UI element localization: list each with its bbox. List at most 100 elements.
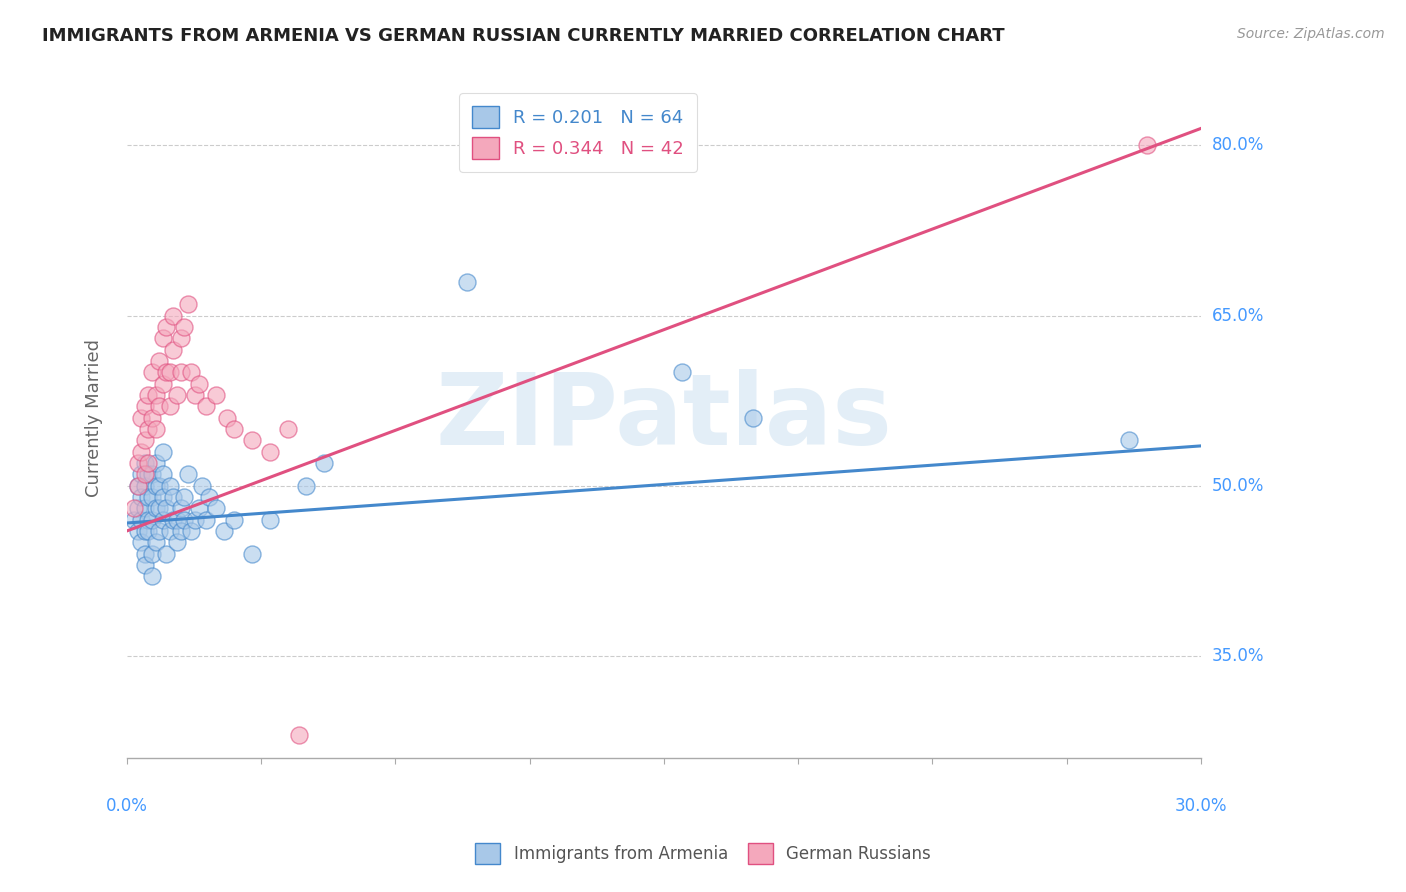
Point: [159, 399, 181, 413]
Point: [134, 467, 156, 482]
Point: [134, 547, 156, 561]
Point: [127, 501, 149, 516]
Point: [212, 524, 235, 538]
Point: [295, 478, 318, 492]
Point: [671, 365, 693, 379]
Point: [134, 501, 156, 516]
Point: [145, 456, 167, 470]
Point: [148, 399, 170, 413]
Point: [169, 501, 191, 516]
Point: [240, 434, 263, 448]
Point: [194, 513, 217, 527]
Text: IMMIGRANTS FROM ARMENIA VS GERMAN RUSSIAN CURRENTLY MARRIED CORRELATION CHART: IMMIGRANTS FROM ARMENIA VS GERMAN RUSSIA…: [42, 27, 1005, 45]
Point: [129, 410, 152, 425]
Point: [134, 558, 156, 572]
Text: ZIPatlas: ZIPatlas: [436, 369, 893, 466]
Point: [180, 365, 202, 379]
Point: [217, 410, 239, 425]
Point: [169, 365, 191, 379]
Point: [122, 513, 145, 527]
Text: 80.0%: 80.0%: [1212, 136, 1264, 154]
Point: [191, 478, 214, 492]
Point: [287, 728, 309, 742]
Point: [159, 478, 181, 492]
Point: [138, 490, 160, 504]
Point: [148, 478, 170, 492]
Point: [205, 501, 228, 516]
Point: [134, 524, 156, 538]
Point: [152, 376, 174, 391]
Point: [187, 501, 209, 516]
Point: [129, 444, 152, 458]
Point: [138, 422, 160, 436]
Point: [134, 478, 156, 492]
Point: [169, 524, 191, 538]
Point: [259, 444, 281, 458]
Point: [152, 490, 174, 504]
Point: [312, 456, 335, 470]
Point: [155, 365, 177, 379]
Point: [162, 513, 184, 527]
Point: [134, 399, 156, 413]
Point: [240, 547, 263, 561]
Point: [129, 535, 152, 549]
Point: [141, 547, 163, 561]
Point: [145, 422, 167, 436]
Point: [187, 376, 209, 391]
Text: 30.0%: 30.0%: [1174, 797, 1227, 814]
Point: [145, 388, 167, 402]
Point: [224, 513, 246, 527]
Point: [155, 319, 177, 334]
Point: [177, 297, 200, 311]
Y-axis label: Currently Married: Currently Married: [86, 339, 103, 497]
Point: [456, 275, 478, 289]
Point: [134, 434, 156, 448]
Point: [127, 478, 149, 492]
Point: [127, 478, 149, 492]
Point: [141, 513, 163, 527]
Point: [138, 513, 160, 527]
Point: [129, 467, 152, 482]
Point: [173, 513, 195, 527]
Point: [152, 444, 174, 458]
Point: [141, 410, 163, 425]
Point: [194, 399, 217, 413]
Point: [173, 319, 195, 334]
Point: [1136, 138, 1159, 153]
Point: [162, 490, 184, 504]
Point: [138, 456, 160, 470]
Point: [138, 467, 160, 482]
Point: [141, 490, 163, 504]
Point: [145, 478, 167, 492]
Point: [141, 467, 163, 482]
Point: [148, 524, 170, 538]
Text: 35.0%: 35.0%: [1212, 647, 1264, 665]
Point: [184, 513, 207, 527]
Point: [155, 547, 177, 561]
Point: [173, 490, 195, 504]
Point: [129, 490, 152, 504]
Point: [177, 467, 200, 482]
Point: [166, 535, 188, 549]
Point: [152, 467, 174, 482]
Point: [141, 569, 163, 583]
Point: [742, 410, 765, 425]
Point: [1118, 434, 1140, 448]
Point: [152, 513, 174, 527]
Point: [145, 501, 167, 516]
Point: [155, 501, 177, 516]
Point: [198, 490, 221, 504]
Point: [180, 524, 202, 538]
Point: [127, 524, 149, 538]
Point: [162, 309, 184, 323]
Point: [141, 365, 163, 379]
Point: [148, 354, 170, 368]
Point: [162, 343, 184, 357]
Legend: R = 0.201   N = 64, R = 0.344   N = 42: R = 0.201 N = 64, R = 0.344 N = 42: [460, 94, 697, 171]
Point: [122, 501, 145, 516]
Point: [184, 388, 207, 402]
Point: [145, 535, 167, 549]
Legend: Immigrants from Armenia, German Russians: Immigrants from Armenia, German Russians: [468, 837, 938, 871]
Point: [148, 501, 170, 516]
Point: [129, 513, 152, 527]
